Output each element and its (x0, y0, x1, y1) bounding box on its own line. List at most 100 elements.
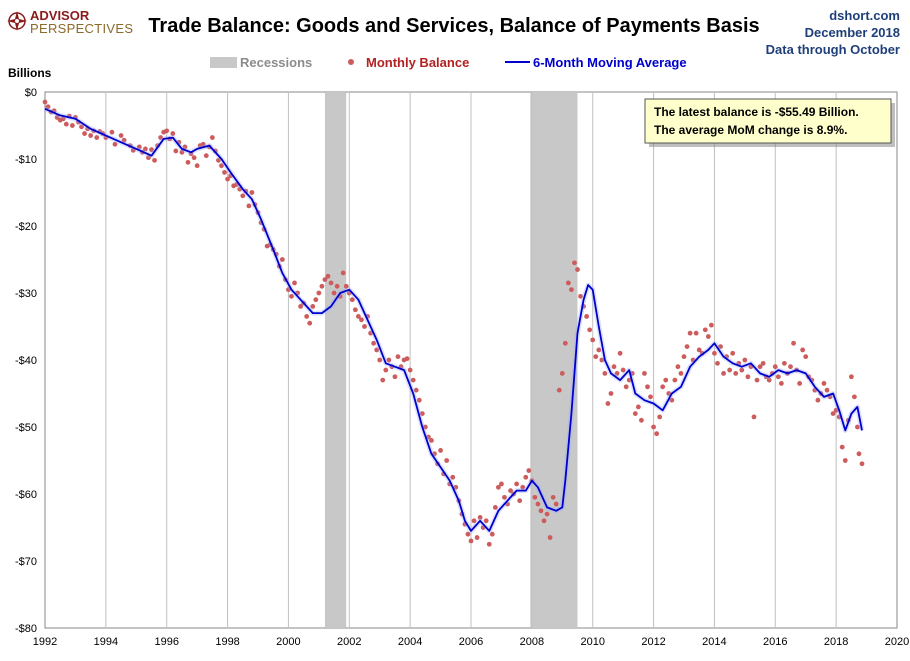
monthly-point-185 (617, 350, 623, 356)
logo-line1: ADVISOR (30, 8, 90, 23)
monthly-point-120 (419, 411, 425, 416)
monthly-point-141 (483, 518, 489, 524)
monthly-point-161 (544, 511, 550, 517)
monthly-point-163 (550, 494, 556, 500)
y-tick-4: -$40 (15, 355, 37, 367)
monthly-point-193 (642, 371, 647, 376)
monthly-point-112 (395, 354, 401, 360)
monthly-point-137 (471, 518, 477, 524)
monthly-point-111 (392, 374, 398, 380)
monthly-point-200 (663, 377, 669, 383)
monthly-point-182 (608, 391, 614, 396)
monthly-point-221 (727, 367, 733, 373)
monthly-point-41 (179, 149, 185, 155)
monthly-point-190 (632, 411, 638, 416)
monthly-point-157 (532, 494, 538, 500)
monthly-point-139 (477, 515, 483, 520)
x-tick-2006: 2006 (459, 636, 483, 648)
legend-monthly-label: Monthly Balance (366, 55, 469, 70)
x-tick-2000: 2000 (276, 636, 300, 648)
monthly-point-154 (523, 474, 529, 480)
monthly-point-166 (559, 371, 565, 376)
x-tick-1998: 1998 (215, 636, 239, 648)
monthly-point-262 (852, 394, 857, 400)
monthly-point-259 (842, 458, 848, 463)
monthly-point-216 (712, 350, 717, 356)
x-tick-2014: 2014 (702, 636, 726, 648)
monthly-point-78 (292, 280, 297, 286)
monthly-point-22 (112, 141, 118, 147)
monthly-point-122 (426, 434, 431, 440)
x-tick-2008: 2008 (520, 636, 544, 648)
legend-recessions-swatch (210, 57, 237, 68)
x-tick-1994: 1994 (94, 636, 118, 648)
source-site: dshort.com (829, 8, 900, 23)
y-tick-0: $0 (25, 87, 37, 99)
monthly-point-213 (702, 327, 708, 333)
monthly-point-263 (855, 424, 860, 430)
monthly-point-241 (788, 364, 793, 370)
y-tick-6: -$60 (15, 489, 37, 501)
monthly-point-26 (130, 147, 136, 153)
x-tick-2020: 2020 (885, 636, 909, 648)
monthly-point-238 (778, 381, 784, 386)
monthly-point-17 (94, 135, 100, 140)
monthly-point-153 (520, 484, 526, 490)
monthly-point-236 (772, 364, 778, 370)
monthly-point-197 (654, 431, 660, 437)
monthly-point-178 (596, 347, 602, 353)
monthly-point-208 (687, 330, 693, 336)
monthly-point-1 (45, 104, 51, 110)
monthly-point-237 (775, 374, 781, 380)
monthly-point-99 (356, 314, 361, 319)
monthly-point-12 (79, 124, 84, 130)
monthly-point-51 (209, 135, 215, 140)
monthly-point-144 (492, 505, 498, 510)
advisor-perspectives-logo: ADVISOR PERSPECTIVES (7, 8, 133, 36)
monthly-point-89 (325, 273, 331, 279)
monthly-point-94 (340, 270, 346, 276)
monthly-point-46 (194, 163, 200, 169)
y-tick-8: -$80 (15, 623, 37, 635)
monthly-point-21 (109, 129, 115, 135)
monthly-point-226 (742, 357, 748, 363)
monthly-point-172 (578, 293, 583, 299)
monthly-point-100 (359, 317, 364, 323)
monthly-point-253 (824, 387, 830, 393)
monthly-point-74 (279, 257, 285, 262)
monthly-point-36 (164, 128, 170, 134)
monthly-point-91 (331, 290, 337, 296)
monthly-point-126 (438, 448, 443, 453)
x-tick-2012: 2012 (641, 636, 665, 648)
monthly-point-181 (605, 401, 611, 406)
monthly-point-121 (422, 424, 428, 430)
monthly-point-83 (307, 320, 313, 326)
recession-band-1 (530, 92, 578, 628)
monthly-point-103 (368, 330, 373, 336)
monthly-point-239 (782, 360, 787, 366)
monthly-point-199 (660, 384, 666, 390)
monthly-point-142 (486, 541, 492, 547)
monthly-point-217 (715, 360, 720, 366)
x-tick-1992: 1992 (33, 636, 57, 648)
monthly-point-245 (800, 347, 806, 353)
monthly-point-210 (693, 330, 699, 336)
monthly-point-265 (859, 461, 865, 467)
monthly-point-131 (453, 484, 459, 490)
monthly-point-107 (380, 377, 386, 383)
monthly-point-77 (289, 293, 294, 299)
monthly-point-119 (416, 397, 422, 403)
monthly-point-55 (222, 170, 227, 175)
monthly-point-258 (839, 444, 845, 450)
monthly-point-143 (489, 531, 495, 537)
monthly-point-183 (611, 364, 617, 370)
monthly-point-184 (614, 371, 620, 376)
monthly-point-261 (848, 374, 854, 380)
monthly-point-118 (413, 387, 419, 393)
monthly-point-101 (362, 324, 367, 329)
monthly-point-105 (374, 347, 380, 353)
monthly-point-162 (547, 535, 553, 540)
monthly-point-39 (173, 148, 179, 154)
monthly-point-159 (538, 508, 544, 514)
